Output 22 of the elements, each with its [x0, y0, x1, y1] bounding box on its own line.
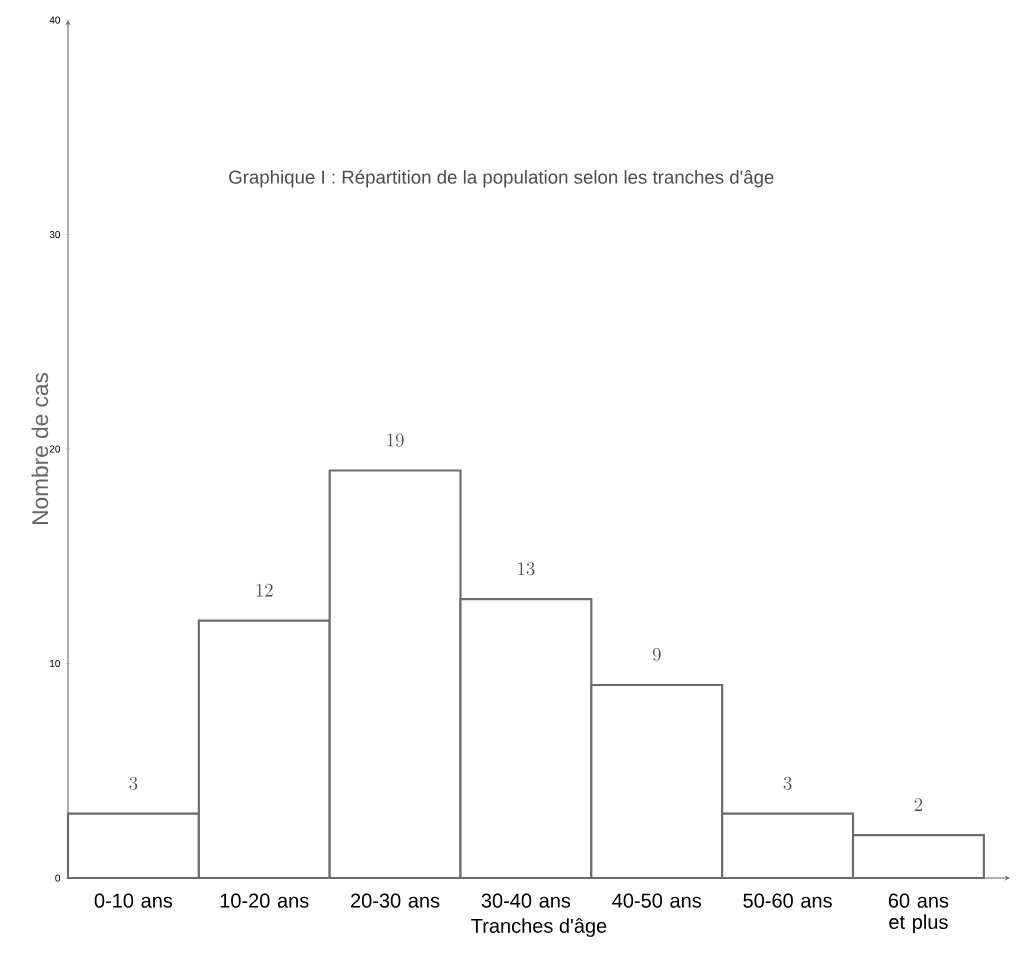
data-label: 3: [129, 776, 138, 790]
x-tick-label: 10-20 ans: [220, 893, 309, 908]
data-label: 13: [518, 562, 535, 576]
data-label: 3: [783, 776, 792, 790]
text: Graphique I : Répartition de la population selon les tranches d'âge: [229, 169, 774, 188]
data-label: 9: [652, 648, 661, 662]
x-tick-label: 40-50 ans: [612, 893, 702, 908]
data-label: 19: [387, 433, 404, 447]
x-tick-label: 60 ans et plus: [888, 893, 949, 933]
data-label: 2: [914, 798, 923, 811]
data-label: 12: [256, 583, 273, 597]
x-tick-label: 0-10 ans: [94, 893, 173, 908]
y-tick-label: 10: [50, 659, 61, 668]
y-tick-label: 30: [49, 230, 61, 239]
x-tick-label: 50-60 ans: [743, 893, 832, 908]
x-tick-label: 20-30 ans: [351, 893, 440, 908]
x-tick-label: 30-40 ans: [481, 893, 571, 908]
x-axis-title: Tranches d'âge: [471, 918, 607, 937]
y-tick-label: 0: [55, 874, 61, 882]
y-tick-label: 20: [49, 445, 61, 453]
y-axis-title: Nombre de cas: [31, 373, 49, 524]
y-tick-label: 40: [49, 16, 61, 24]
